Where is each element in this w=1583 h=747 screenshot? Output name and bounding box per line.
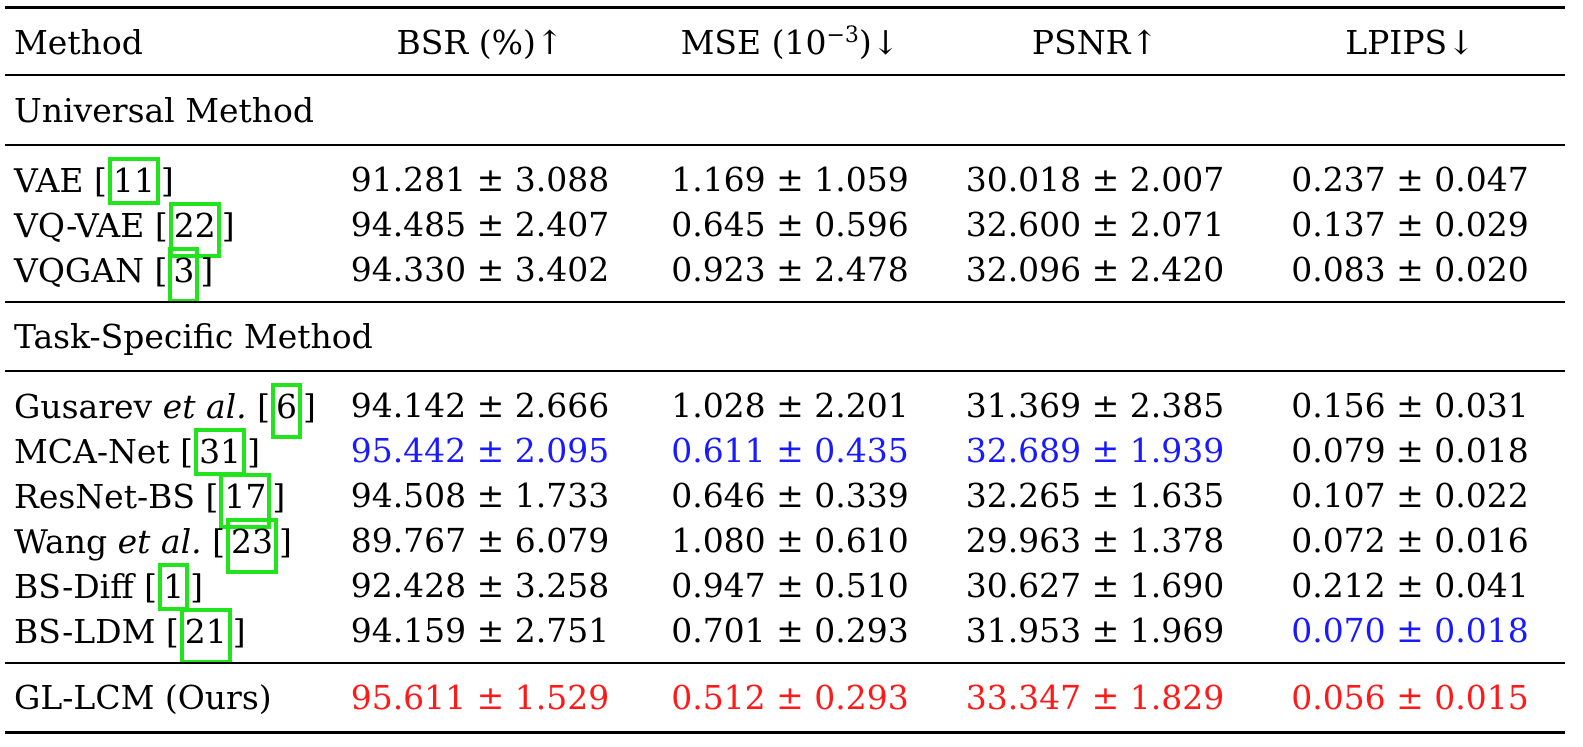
table-row: Wang et al. [23] 89.767 ± 6.079 1.080 ± … [0, 518, 1583, 574]
method-name: ResNet-BS [17] [14, 473, 285, 529]
bsr-cell: 92.428 ± 3.258 [350, 566, 610, 605]
psnr-cell: 32.600 ± 2.071 [965, 205, 1225, 244]
citation-link[interactable]: 21 [179, 608, 232, 664]
table-row: ResNet-BS [17] 94.508 ± 1.733 0.646 ± 0.… [0, 473, 1583, 529]
bottom-rule [5, 731, 1565, 734]
header-bsr: BSR (%)↑ [396, 23, 564, 62]
psnr-cell: 31.369 ± 2.385 [965, 386, 1225, 425]
method-name: BS-LDM [21] [14, 608, 246, 664]
mse-cell-second-best: 0.611 ± 0.435 [671, 431, 909, 470]
bsr-cell: 94.508 ± 1.733 [350, 476, 610, 515]
table-row: VAE [11] 91.281 ± 3.088 1.169 ± 1.059 30… [0, 157, 1583, 205]
mse-cell: 0.947 ± 0.510 [671, 566, 909, 605]
ours-row: GL-LCM (Ours) 95.611 ± 1.529 0.512 ± 0.2… [0, 675, 1583, 721]
table-row: MCA-Net [31] 95.442 ± 2.095 0.611 ± 0.43… [0, 428, 1583, 476]
section-universal: Universal Method [14, 91, 315, 130]
method-name: Gusarev et al. [6] [14, 383, 316, 439]
method-name: BS-Diff [1] [14, 563, 203, 611]
method-name: VQ-VAE [22] [14, 202, 235, 258]
mse-cell: 0.701 ± 0.293 [671, 611, 909, 650]
bsr-cell: 94.159 ± 2.751 [350, 611, 610, 650]
method-name: VQGAN [3] [14, 247, 213, 303]
mse-cell: 1.169 ± 1.059 [671, 160, 909, 199]
bsr-cell: 94.142 ± 2.666 [350, 386, 610, 425]
bsr-cell: 89.767 ± 6.079 [350, 521, 610, 560]
lpips-cell: 0.156 ± 0.031 [1291, 386, 1529, 425]
table-row: VQGAN [3] 94.330 ± 3.402 0.923 ± 2.478 3… [0, 247, 1583, 303]
bsr-cell-second-best: 95.442 ± 2.095 [350, 431, 610, 470]
mse-cell: 1.080 ± 0.610 [671, 521, 909, 560]
method-name: VAE [11] [14, 157, 174, 205]
method-name: Wang et al. [23] [14, 518, 292, 574]
citation-link[interactable]: 22 [168, 202, 221, 258]
lpips-cell-second-best: 0.070 ± 0.018 [1291, 611, 1529, 650]
header-rule [5, 74, 1565, 76]
mse-cell: 1.028 ± 2.201 [671, 386, 909, 425]
mse-cell: 0.645 ± 0.596 [671, 205, 909, 244]
bsr-cell: 91.281 ± 3.088 [350, 160, 610, 199]
header-method: Method [14, 23, 143, 62]
psnr-cell: 32.265 ± 1.635 [965, 476, 1225, 515]
psnr-cell: 29.963 ± 1.378 [965, 521, 1225, 560]
psnr-cell: 30.018 ± 2.007 [965, 160, 1225, 199]
citation-link[interactable]: 6 [271, 383, 303, 439]
citation-link[interactable]: 11 [107, 157, 160, 205]
psnr-cell: 32.096 ± 2.420 [965, 250, 1225, 289]
method-name: MCA-Net [31] [14, 428, 260, 476]
table-row: VQ-VAE [22] 94.485 ± 2.407 0.645 ± 0.596… [0, 202, 1583, 258]
header-psnr: PSNR↑ [1031, 23, 1159, 62]
lpips-cell: 0.137 ± 0.029 [1291, 205, 1529, 244]
table-row: BS-LDM [21] 94.159 ± 2.751 0.701 ± 0.293… [0, 608, 1583, 664]
bsr-cell: 94.330 ± 3.402 [350, 250, 610, 289]
task-rule [5, 370, 1565, 372]
lpips-cell: 0.237 ± 0.047 [1291, 160, 1529, 199]
section-rule [5, 301, 1565, 303]
top-rule [5, 6, 1565, 9]
mse-cell-best: 0.512 ± 0.293 [671, 678, 909, 717]
ours-rule [5, 662, 1565, 664]
table-row: Gusarev et al. [6] 94.142 ± 2.666 1.028 … [0, 383, 1583, 439]
bsr-cell-best: 95.611 ± 1.529 [350, 678, 610, 717]
lpips-cell: 0.107 ± 0.022 [1291, 476, 1529, 515]
citation-link[interactable]: 1 [158, 563, 190, 611]
lpips-cell: 0.083 ± 0.020 [1291, 250, 1529, 289]
citation-link[interactable]: 17 [219, 473, 272, 529]
section-task-specific: Task-Specific Method [14, 317, 373, 356]
psnr-cell-best: 33.347 ± 1.829 [965, 678, 1225, 717]
citation-link[interactable]: 3 [168, 247, 200, 303]
citation-link[interactable]: 31 [194, 428, 247, 476]
bsr-cell: 94.485 ± 2.407 [350, 205, 610, 244]
mse-cell: 0.923 ± 2.478 [671, 250, 909, 289]
psnr-cell: 30.627 ± 1.690 [965, 566, 1225, 605]
lpips-cell: 0.079 ± 0.018 [1291, 431, 1529, 470]
citation-link[interactable]: 23 [225, 518, 278, 574]
header-row: Method BSR (%)↑ MSE (10−3)↓ PSNR↑ LPIPS↓ [0, 20, 1583, 66]
table-row: BS-Diff [1] 92.428 ± 3.258 0.947 ± 0.510… [0, 563, 1583, 611]
psnr-cell-second-best: 32.689 ± 1.939 [965, 431, 1225, 470]
psnr-cell: 31.953 ± 1.969 [965, 611, 1225, 650]
header-mse: MSE (10−3)↓ [680, 23, 900, 62]
mse-cell: 0.646 ± 0.339 [671, 476, 909, 515]
lpips-cell: 0.212 ± 0.041 [1291, 566, 1529, 605]
lpips-cell-best: 0.056 ± 0.015 [1291, 678, 1529, 717]
lpips-cell: 0.072 ± 0.016 [1291, 521, 1529, 560]
method-name: GL-LCM (Ours) [14, 678, 272, 717]
header-lpips: LPIPS↓ [1345, 23, 1475, 62]
universal-rule [5, 144, 1565, 146]
